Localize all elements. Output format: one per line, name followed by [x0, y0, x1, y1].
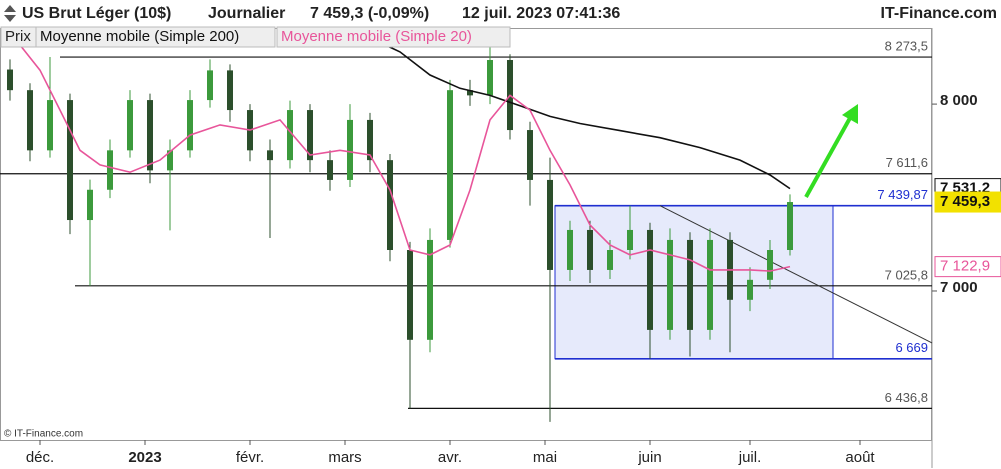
interval: Journalier [208, 5, 285, 22]
x-tick-label: mars [328, 449, 361, 466]
x-tick-label: août [845, 449, 875, 466]
x-tick-label: 2023 [128, 449, 161, 466]
candle-body [587, 229, 593, 270]
candle-body [387, 160, 393, 251]
legend-entry: Moyenne mobile (Simple 20) [281, 28, 472, 45]
candle-body [127, 100, 133, 151]
level-label: 7 611,6 [886, 155, 928, 170]
y-tick-label: 8 000 [940, 92, 978, 109]
candle-body [607, 250, 613, 270]
x-tick-label: déc. [26, 449, 54, 466]
candle-body [747, 279, 753, 300]
level-label: 7 025,8 [885, 267, 928, 282]
candle-body [187, 100, 193, 151]
x-tick-label: févr. [236, 449, 264, 466]
candle-body [767, 250, 773, 280]
candle-body [667, 239, 673, 330]
legend-entry: Prix [5, 28, 31, 45]
legend-box [276, 26, 511, 48]
candle-body [407, 250, 413, 340]
last-value-label: 7 459,3 [940, 193, 990, 210]
moving-average-line [374, 39, 791, 190]
arrow-shaft [804, 117, 852, 198]
candle-body [27, 90, 33, 151]
moving-average-line [19, 44, 791, 272]
candle-body [427, 239, 433, 340]
candle-body [227, 70, 233, 111]
candle-body [627, 229, 633, 251]
timestamp: 12 juil. 2023 07:41:36 [462, 5, 620, 22]
candle-body [467, 90, 473, 96]
candle-body [347, 119, 353, 180]
candle-body [167, 150, 173, 171]
candle-body [47, 100, 53, 151]
level-label: 7 439,87 [877, 187, 928, 202]
legend-box [35, 26, 276, 48]
last-value-label: 7 122,9 [940, 258, 990, 275]
candle-body [107, 150, 113, 190]
legend-entry: Moyenne mobile (Simple 200) [40, 28, 239, 45]
x-tick-label: mai [533, 449, 557, 466]
candle-body [647, 229, 653, 330]
candle-body [267, 150, 273, 161]
candle-body [447, 90, 453, 240]
candle-body [287, 110, 293, 161]
level-label: 8 273,5 [885, 38, 928, 53]
x-tick-label: juin [637, 449, 661, 466]
y-tick-label: 7 000 [940, 279, 978, 296]
candle-body [547, 179, 553, 270]
title: US Brut Léger (10$) [22, 5, 171, 22]
last-value-tag [934, 191, 1001, 213]
candle-body [787, 202, 793, 251]
candle-body [327, 160, 333, 180]
legend: Prix Moyenne mobile (Simple 200) Moyenne… [0, 26, 511, 48]
candle-body [147, 100, 153, 171]
last-quote: 7 459,3 (-0,09%) [310, 5, 429, 22]
source: IT-Finance.com [881, 5, 997, 22]
candle-body [527, 130, 533, 180]
range-box [554, 205, 834, 360]
arrow-annotation [804, 104, 858, 198]
candle-body [707, 239, 713, 330]
arrow-head [842, 104, 858, 124]
last-value-tag [934, 256, 1001, 278]
plot-area: 8 273,5 7 611,6 7 439,87 7 025,8 6 669 6 436,… [0, 28, 933, 468]
candle-body [687, 239, 693, 330]
trendline [659, 205, 933, 344]
x-tick-label: juil. [738, 449, 762, 466]
candle-body [307, 110, 313, 161]
level-label: 6 436,8 [885, 390, 928, 405]
copyright: © IT-Finance.com [4, 429, 83, 440]
candle-body [567, 229, 573, 270]
level-label: 6 669 [895, 340, 928, 355]
x-tick-label: avr. [438, 449, 462, 466]
candle-body [207, 70, 213, 101]
candle-body [67, 100, 73, 221]
header-bar [0, 0, 1001, 27]
candle-body [87, 189, 93, 221]
candle-body [7, 69, 13, 91]
header-icon [4, 5, 16, 22]
candle-body [367, 119, 373, 161]
candle-body [487, 60, 493, 96]
